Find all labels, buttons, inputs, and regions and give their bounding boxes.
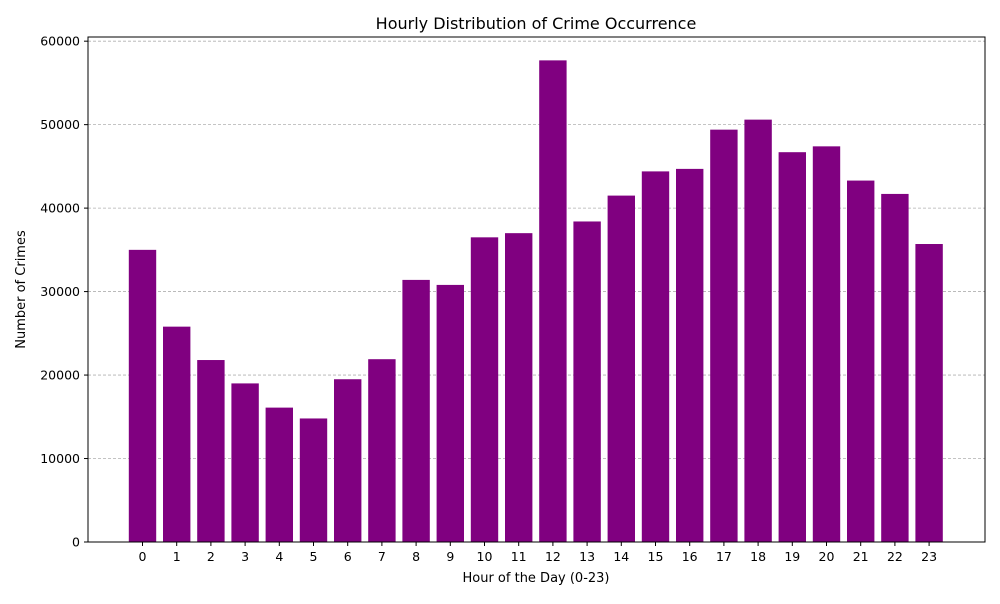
bar-hour-0: [128, 249, 157, 542]
bar-hour-5: [299, 418, 328, 542]
x-tick-label: 11: [511, 549, 527, 564]
x-tick-label: 15: [648, 549, 664, 564]
bar-hour-13: [573, 221, 601, 542]
bar-hour-17: [710, 129, 738, 542]
x-tick-label: 4: [275, 549, 283, 564]
y-tick-label: 40000: [40, 201, 80, 216]
bar-hour-4: [265, 407, 293, 542]
bar-hour-12: [539, 60, 567, 543]
x-tick-label: 13: [579, 549, 595, 564]
x-tick-label: 18: [750, 549, 766, 564]
bar-hour-2: [197, 360, 225, 542]
y-axis-label: Number of Crimes: [14, 230, 29, 349]
x-tick-label: 12: [545, 549, 561, 564]
bar-hour-18: [744, 119, 772, 543]
x-tick-label: 22: [887, 549, 903, 564]
y-tick-label: 0: [72, 535, 80, 550]
bar-hour-19: [778, 152, 806, 543]
bar-hour-21: [847, 180, 875, 542]
x-tick-label: 20: [819, 549, 835, 564]
x-tick-label: 1: [173, 549, 181, 564]
x-tick-label: 17: [716, 549, 732, 564]
y-tick-label: 10000: [40, 451, 80, 466]
y-tick-label: 60000: [40, 34, 80, 49]
x-tick-label: 3: [241, 549, 249, 564]
x-axis-label: Hour of the Day (0-23): [462, 571, 609, 586]
bar-hour-14: [607, 195, 635, 543]
x-tick-label: 23: [921, 549, 937, 564]
x-tick-label: 6: [344, 549, 352, 564]
x-tick-label: 0: [139, 549, 147, 564]
x-tick-label: 21: [853, 549, 869, 564]
y-tick-label: 20000: [40, 368, 80, 383]
x-tick-label: 2: [207, 549, 215, 564]
bar-hour-11: [505, 233, 533, 542]
y-tick-label: 30000: [40, 284, 80, 299]
x-tick-label: 16: [682, 549, 698, 564]
bar-hour-23: [915, 244, 943, 542]
x-tick-label: 5: [310, 549, 318, 564]
bars: [128, 60, 943, 543]
bar-hour-8: [402, 279, 430, 542]
chart-title: Hourly Distribution of Crime Occurrence: [376, 14, 697, 33]
x-tick-label: 8: [412, 549, 420, 564]
y-axis-ticks: 0 10000 20000 30000 40000 50000 60000: [40, 34, 88, 550]
x-axis-ticks: 0 1 2 3 4 5 6 7 8 9 10 11 12 13 14 15 16 17 18 19 20 21 22 23: [139, 542, 937, 564]
x-tick-label: 14: [613, 549, 629, 564]
bar-hour-20: [812, 146, 841, 542]
bar-hour-9: [436, 284, 464, 542]
bar-hour-22: [881, 193, 909, 543]
bar-hour-15: [641, 171, 670, 542]
y-tick-label: 50000: [40, 117, 80, 132]
bar-hour-7: [368, 359, 396, 542]
plot-frame: [87, 36, 986, 543]
bar-hour-1: [163, 326, 191, 542]
bar-hour-16: [676, 168, 704, 543]
x-tick-label: 10: [477, 549, 493, 564]
x-tick-label: 7: [378, 549, 386, 564]
x-tick-label: 9: [446, 549, 454, 564]
x-tick-label: 19: [784, 549, 800, 564]
bar-hour-3: [231, 383, 259, 542]
bar-hour-10: [470, 237, 499, 543]
bar-hour-6: [334, 379, 362, 542]
